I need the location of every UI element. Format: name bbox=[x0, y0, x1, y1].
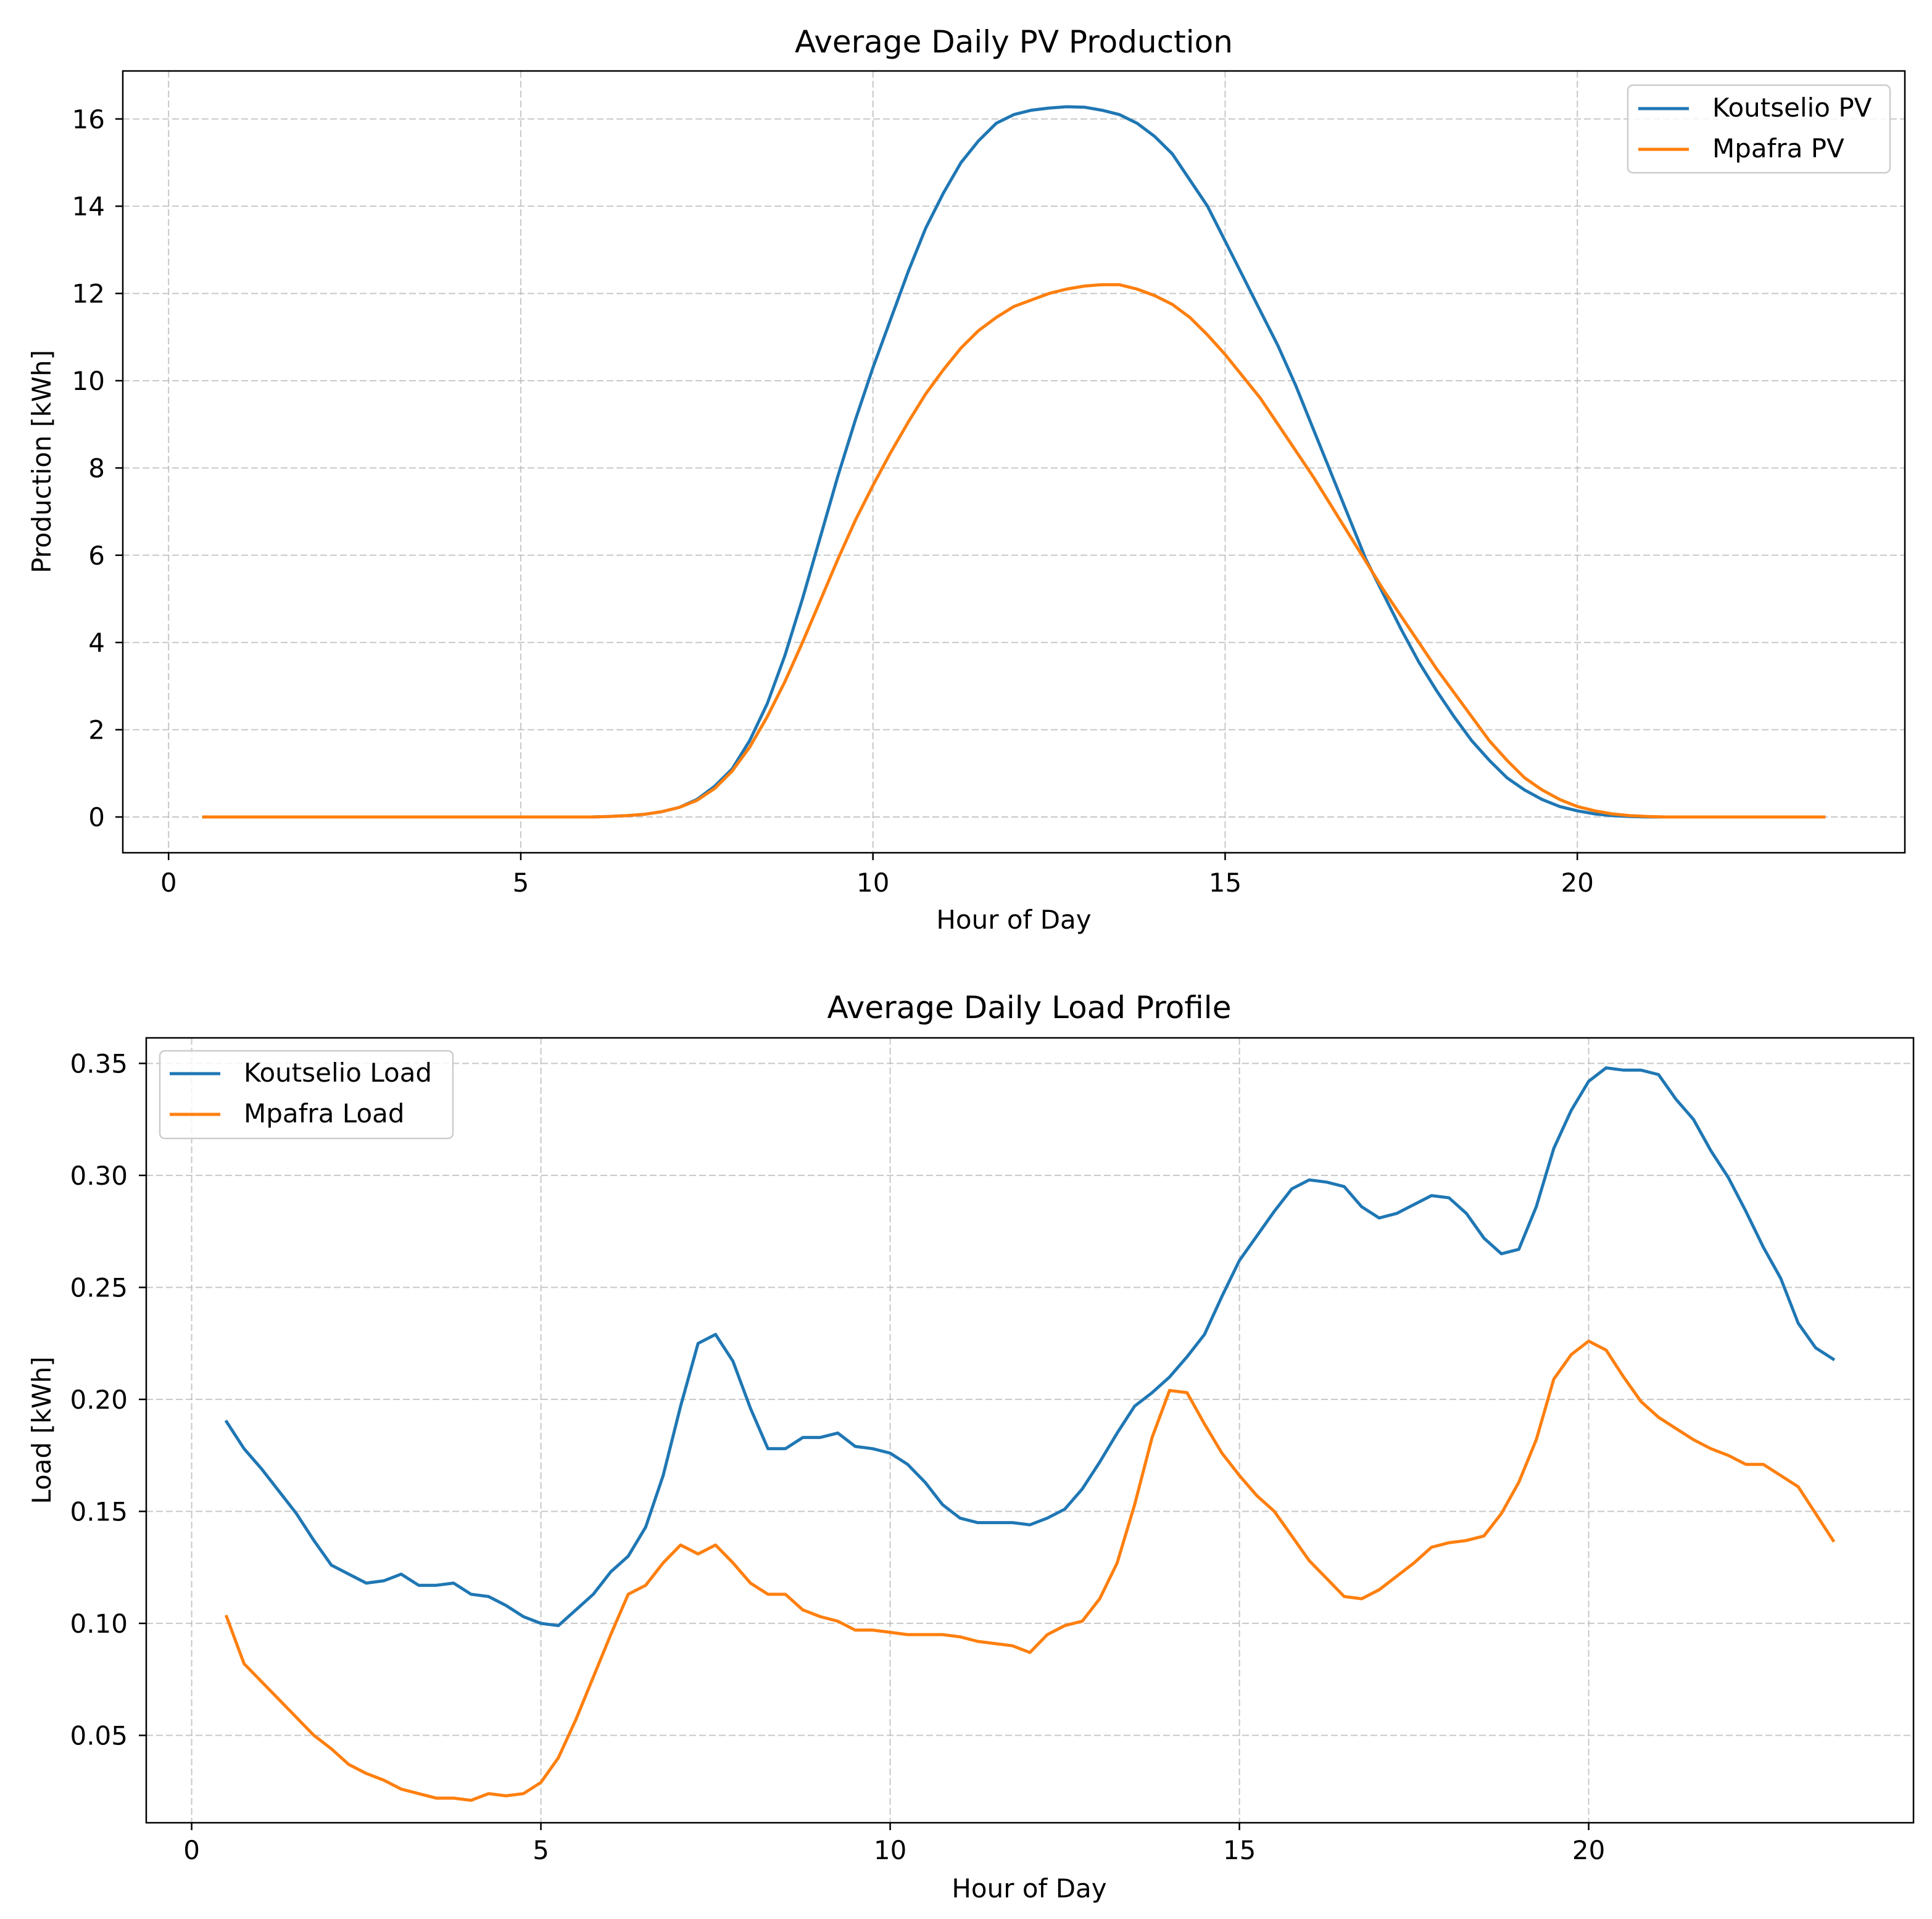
y-tick-label: 6 bbox=[88, 541, 105, 571]
x-axis-ticks: 0 5 10 15 20 bbox=[160, 853, 1594, 898]
x-tick-label: 10 bbox=[874, 1835, 906, 1865]
y-tick-label: 0 bbox=[88, 802, 105, 832]
y-axis-label: Load [kWh] bbox=[27, 1356, 57, 1504]
x-tick-label: 10 bbox=[856, 868, 889, 898]
legend-entry: Mpafra PV bbox=[1638, 133, 1844, 164]
x-tick-label: 0 bbox=[160, 868, 177, 898]
y-tick-label: 0.05 bbox=[70, 1720, 128, 1751]
y-axis-ticks: 0 2 4 6 8 10 12 14 16 bbox=[72, 104, 123, 832]
x-tick-label: 15 bbox=[1209, 868, 1242, 898]
series-line-koutselio-pv bbox=[202, 105, 1826, 819]
pv-production-chart: Average Daily PV Production 0 5 10 15 20 0 2 4… bbox=[27, 24, 1906, 935]
x-tick-label: 15 bbox=[1223, 1835, 1256, 1865]
y-tick-label: 0.35 bbox=[70, 1048, 128, 1079]
y-tick-label: 0.30 bbox=[70, 1161, 128, 1191]
series-line-mpafra-load bbox=[224, 1340, 1836, 1802]
x-tick-label: 20 bbox=[1561, 868, 1593, 898]
x-axis-label: Hour of Day bbox=[936, 905, 1091, 935]
x-axis-ticks: 0 5 10 15 20 bbox=[183, 1823, 1605, 1865]
chart-title: Average Daily Load Profile bbox=[827, 990, 1232, 1026]
legend-box bbox=[159, 1050, 454, 1140]
plot-area-frame bbox=[122, 70, 1906, 854]
y-tick-label: 12 bbox=[72, 279, 105, 309]
legend-entry: Mpafra Load bbox=[170, 1098, 405, 1129]
legend-label: Koutselio Load bbox=[244, 1058, 432, 1088]
y-axis-ticks: 0.05 0.10 0.15 0.20 0.25 0.30 0.35 bbox=[70, 1048, 146, 1751]
grid bbox=[123, 71, 1905, 853]
y-tick-label: 16 bbox=[72, 104, 105, 135]
y-tick-label: 2 bbox=[88, 715, 105, 745]
y-tick-label: 0.20 bbox=[70, 1385, 128, 1415]
series-line-mpafra-pv bbox=[202, 283, 1826, 819]
y-tick-label: 8 bbox=[88, 453, 105, 483]
legend: Koutselio PV Mpafra PV bbox=[1627, 84, 1891, 174]
legend-entry: Koutselio Load bbox=[170, 1058, 432, 1088]
series-line-koutselio-load bbox=[224, 1066, 1836, 1627]
y-tick-label: 4 bbox=[88, 628, 105, 658]
x-tick-label: 5 bbox=[533, 1835, 549, 1865]
series-group bbox=[224, 1066, 1836, 1802]
legend-label: Mpafra Load bbox=[244, 1098, 405, 1129]
y-tick-label: 10 bbox=[72, 366, 105, 396]
y-tick-label: 0.25 bbox=[70, 1272, 128, 1303]
legend-box bbox=[1627, 84, 1891, 174]
y-tick-label: 0.10 bbox=[70, 1609, 128, 1639]
x-tick-label: 0 bbox=[183, 1835, 200, 1865]
series-group bbox=[202, 105, 1826, 819]
chart-title: Average Daily PV Production bbox=[795, 24, 1233, 60]
x-tick-label: 20 bbox=[1572, 1835, 1605, 1865]
legend-entry: Koutselio PV bbox=[1638, 93, 1872, 123]
y-axis-label: Production [kWh] bbox=[27, 350, 57, 573]
legend-label: Mpafra PV bbox=[1712, 133, 1844, 164]
grid bbox=[146, 1038, 1913, 1823]
legend-label: Koutselio PV bbox=[1712, 93, 1872, 123]
plot-area-frame bbox=[145, 1037, 1915, 1824]
x-tick-label: 5 bbox=[513, 868, 529, 898]
x-axis-label: Hour of Day bbox=[951, 1873, 1106, 1904]
y-tick-label: 14 bbox=[72, 191, 105, 222]
load-profile-chart: Average Daily Load Profile 0 5 10 15 20 0.05… bbox=[27, 990, 1915, 1904]
legend: Koutselio Load Mpafra Load bbox=[159, 1050, 454, 1140]
y-tick-label: 0.15 bbox=[70, 1496, 128, 1527]
